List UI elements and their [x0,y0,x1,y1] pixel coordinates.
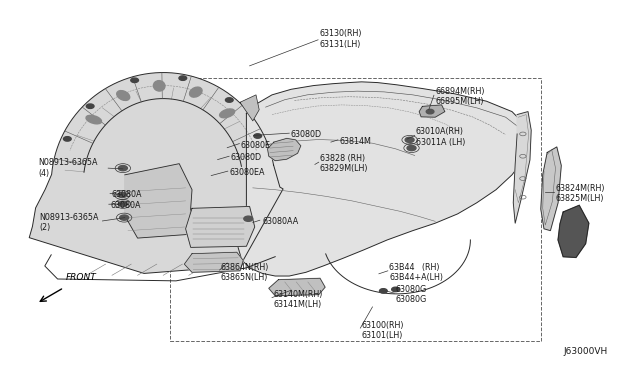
Text: 63080D: 63080D [230,153,262,162]
Circle shape [63,137,71,141]
Circle shape [405,137,414,142]
Polygon shape [186,206,255,247]
Text: 63824M(RH)
63825M(LH): 63824M(RH) 63825M(LH) [556,184,605,203]
Circle shape [118,192,127,198]
Polygon shape [419,105,445,117]
Circle shape [131,78,138,83]
Polygon shape [268,138,301,161]
Circle shape [407,145,416,151]
Text: 63080EA: 63080EA [229,168,264,177]
Circle shape [120,215,129,220]
Text: J63000VH: J63000VH [563,347,607,356]
Text: 63080A: 63080A [110,201,141,210]
Ellipse shape [116,91,130,100]
Polygon shape [269,278,325,296]
Circle shape [426,109,434,114]
Text: 63814M: 63814M [339,137,371,146]
Circle shape [179,76,187,80]
Polygon shape [184,252,243,272]
Text: 63140M(RH)
63141M(LH): 63140M(RH) 63141M(LH) [273,290,323,309]
Polygon shape [240,95,259,121]
Text: N08913-6365A
(4): N08913-6365A (4) [38,158,98,178]
Circle shape [244,216,253,221]
Text: 63080D: 63080D [291,130,322,139]
Circle shape [254,134,262,138]
Polygon shape [238,82,528,276]
Text: N08913-6365A
(2): N08913-6365A (2) [40,213,99,232]
Circle shape [118,166,127,171]
Ellipse shape [86,115,102,124]
Ellipse shape [154,81,165,91]
Polygon shape [29,73,283,273]
Circle shape [225,98,233,102]
Text: 66894M(RH)
66895M(LH): 66894M(RH) 66895M(LH) [435,87,484,106]
Ellipse shape [189,87,202,97]
Bar [170,78,541,341]
Polygon shape [558,205,589,257]
Text: 63864N(RH)
63865N(LH): 63864N(RH) 63865N(LH) [221,263,269,282]
Circle shape [380,289,387,293]
Polygon shape [513,112,531,223]
Text: 63100(RH)
63101(LH): 63100(RH) 63101(LH) [362,321,404,340]
Text: 63828 (RH)
63829M(LH): 63828 (RH) 63829M(LH) [320,154,369,173]
Circle shape [118,201,127,206]
Text: 63080A: 63080A [112,190,143,199]
Circle shape [86,104,94,109]
Circle shape [392,287,399,292]
Text: 63080AA: 63080AA [262,217,299,226]
Text: 63130(RH)
63131(LH): 63130(RH) 63131(LH) [320,29,362,49]
Text: 63080G
63080G: 63080G 63080G [396,285,427,304]
Text: 63B44   (RH)
63B44+A(LH): 63B44 (RH) 63B44+A(LH) [389,263,443,282]
Polygon shape [125,164,192,238]
Text: 63010A(RH)
63011A (LH): 63010A(RH) 63011A (LH) [416,127,465,147]
Text: FRONT: FRONT [66,273,97,282]
Polygon shape [541,147,561,231]
Ellipse shape [220,109,235,118]
Text: 63080E: 63080E [241,141,271,150]
